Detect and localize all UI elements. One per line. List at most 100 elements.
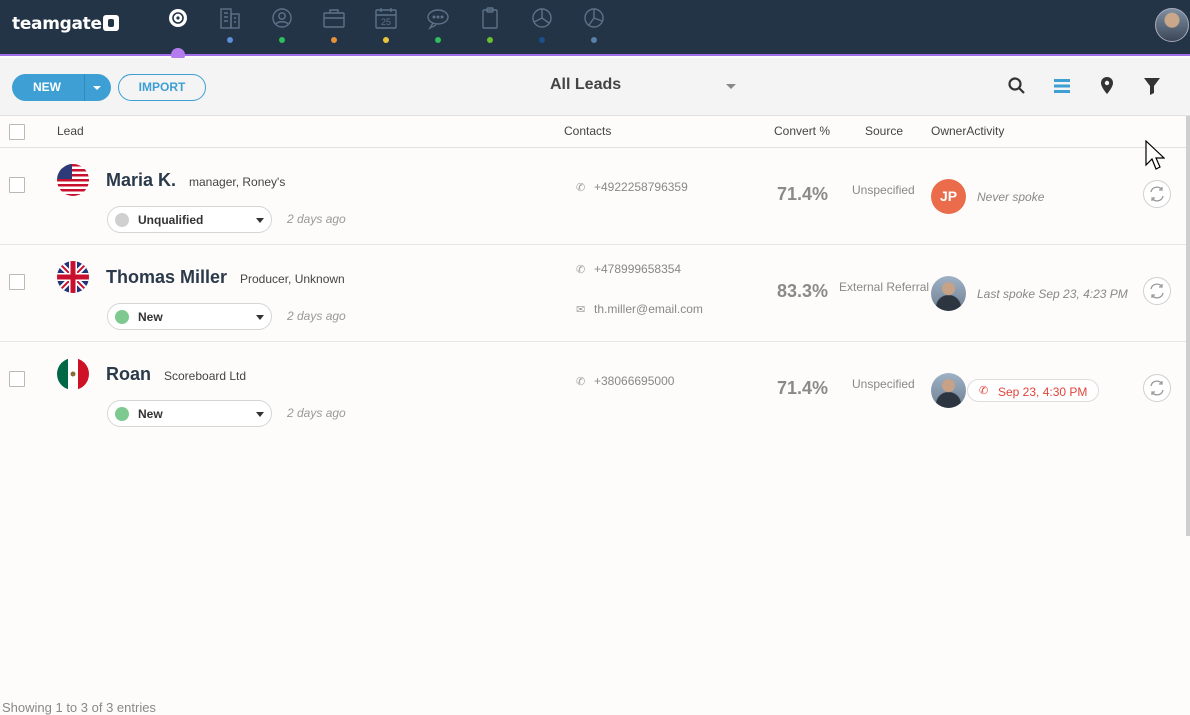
map-pin-icon[interactable] xyxy=(1096,75,1118,97)
lead-status-dropdown[interactable]: Unqualified xyxy=(107,206,272,233)
user-avatar[interactable] xyxy=(1155,8,1189,42)
phone-icon: ✆ xyxy=(576,264,586,276)
phone-number: +38066695000 xyxy=(594,374,675,388)
sync-refresh-icon[interactable] xyxy=(1143,374,1171,402)
view-selector[interactable]: All Leads xyxy=(550,76,740,98)
status-caret-icon xyxy=(256,412,264,417)
lead-source: External Referral xyxy=(839,280,930,294)
chat-indicator-dot xyxy=(435,37,441,43)
svg-text:25: 25 xyxy=(381,17,391,27)
activity-text: Last spoke Sep 23, 4:23 PM xyxy=(977,287,1128,301)
reports-indicator-dot xyxy=(539,37,545,43)
list-view-icon[interactable] xyxy=(1051,75,1073,97)
owner-avatar[interactable]: JP xyxy=(931,179,966,214)
scheduled-call-time: Sep 23, 4:30 PM xyxy=(998,385,1088,399)
table-header: Lead Contacts Convert % Source OwnerActi… xyxy=(0,116,1190,148)
status-dot xyxy=(115,407,129,421)
mouse-cursor-icon xyxy=(1145,139,1166,179)
lead-status-dropdown[interactable]: New xyxy=(107,303,272,330)
status-label: Unqualified xyxy=(138,213,204,227)
header-owner-activity[interactable]: OwnerActivity xyxy=(931,124,1005,138)
teamgate-logo[interactable]: teamgate xyxy=(12,14,119,34)
mx-flag-icon xyxy=(57,358,89,390)
chat-icon[interactable] xyxy=(425,6,451,46)
status-dot xyxy=(115,310,129,324)
companies-indicator-dot xyxy=(227,37,233,43)
status-caret-icon xyxy=(256,315,264,320)
leads-toolbar: NEW IMPORT All Leads xyxy=(0,58,1190,116)
new-button-label: NEW xyxy=(33,80,61,94)
table-row[interactable]: Thomas Miller Producer, Unknown New 2 da… xyxy=(0,245,1190,342)
clipboard-icon[interactable] xyxy=(477,6,503,46)
lead-status-dropdown[interactable]: New xyxy=(107,400,272,427)
convert-percent: 71.4% xyxy=(777,378,829,398)
status-dot xyxy=(115,213,129,227)
owner-avatar[interactable] xyxy=(931,373,966,408)
reports-pie-icon[interactable] xyxy=(529,6,555,46)
header-source[interactable]: Source xyxy=(865,124,904,138)
search-icon[interactable] xyxy=(1006,75,1028,97)
contact-phone[interactable]: ✆ +478999658354 xyxy=(576,262,681,276)
email-icon: ✉ xyxy=(576,304,586,316)
companies-building-icon[interactable] xyxy=(217,6,243,46)
convert-percent: 71.4% xyxy=(777,184,829,204)
phone-icon: ✆ xyxy=(576,376,586,388)
us-flag-icon xyxy=(57,164,89,196)
view-caret-icon xyxy=(726,84,736,89)
scheduled-call-pill[interactable]: ✆ Sep 23, 4:30 PM xyxy=(967,379,1099,402)
import-button[interactable]: IMPORT xyxy=(118,74,206,101)
logo-text: teamgate xyxy=(12,14,102,34)
created-ago: 2 days ago xyxy=(287,406,346,420)
lead-name[interactable]: Thomas Miller xyxy=(106,267,228,287)
row-checkbox[interactable] xyxy=(9,274,25,290)
deals-indicator-dot xyxy=(331,37,337,43)
entries-count: Showing 1 to 3 of 3 entries xyxy=(2,700,156,715)
lead-name[interactable]: Maria K. xyxy=(106,170,177,190)
row-checkbox[interactable] xyxy=(9,177,25,193)
table-row[interactable]: Roan Scoreboard Ltd New 2 days ago ✆ +380… xyxy=(0,342,1190,439)
lead-subtitle: Producer, Unknown xyxy=(240,272,345,286)
contacts-person-icon[interactable] xyxy=(269,6,295,46)
filter-icon[interactable] xyxy=(1141,75,1163,97)
logo-hand-icon xyxy=(102,15,119,31)
lead-subtitle: manager, Roney's xyxy=(189,175,286,189)
calendar-indicator-dot xyxy=(383,37,389,43)
top-navigation-bar: teamgate 25 xyxy=(0,0,1190,56)
analytics-pie-icon[interactable] xyxy=(581,6,607,46)
header-contacts[interactable]: Contacts xyxy=(564,124,612,138)
created-ago: 2 days ago xyxy=(287,309,346,323)
leads-target-icon[interactable] xyxy=(165,6,191,46)
analytics-indicator-dot xyxy=(591,37,597,43)
status-caret-icon xyxy=(256,218,264,223)
sync-refresh-icon[interactable] xyxy=(1143,277,1171,305)
contact-phone[interactable]: ✆ +38066695000 xyxy=(576,374,674,388)
lead-name[interactable]: Roan xyxy=(106,364,151,384)
calendar-icon[interactable]: 25 xyxy=(373,6,399,46)
status-label: New xyxy=(138,310,163,324)
sync-refresh-icon[interactable] xyxy=(1143,180,1171,208)
table-row[interactable]: Maria K. manager, Roney's Unqualified 2 … xyxy=(0,148,1190,245)
lead-source: Unspecified xyxy=(852,377,915,391)
email-address: th.miller@email.com xyxy=(594,302,703,316)
status-label: New xyxy=(138,407,163,421)
uk-flag-icon xyxy=(57,261,89,293)
view-selector-label: All Leads xyxy=(550,76,622,93)
new-lead-button[interactable]: NEW xyxy=(12,74,111,101)
header-convert[interactable]: Convert % xyxy=(774,124,831,138)
lead-source: Unspecified xyxy=(852,183,915,197)
phone-icon: ✆ xyxy=(979,385,989,397)
select-all-checkbox[interactable] xyxy=(9,124,25,140)
contacts-indicator-dot xyxy=(279,37,285,43)
deals-briefcase-icon[interactable] xyxy=(321,6,347,46)
scrollbar[interactable] xyxy=(1186,116,1190,536)
phone-icon: ✆ xyxy=(576,182,586,194)
phone-number: +4922258796359 xyxy=(594,180,688,194)
row-checkbox[interactable] xyxy=(9,371,25,387)
created-ago: 2 days ago xyxy=(287,212,346,226)
contact-email[interactable]: ✉ th.miller@email.com xyxy=(576,302,703,316)
convert-percent: 83.3% xyxy=(777,281,829,301)
header-lead[interactable]: Lead xyxy=(57,124,84,138)
contact-phone[interactable]: ✆ +4922258796359 xyxy=(576,180,688,194)
owner-avatar[interactable] xyxy=(931,276,966,311)
new-dropdown-caret-icon[interactable] xyxy=(93,86,101,90)
